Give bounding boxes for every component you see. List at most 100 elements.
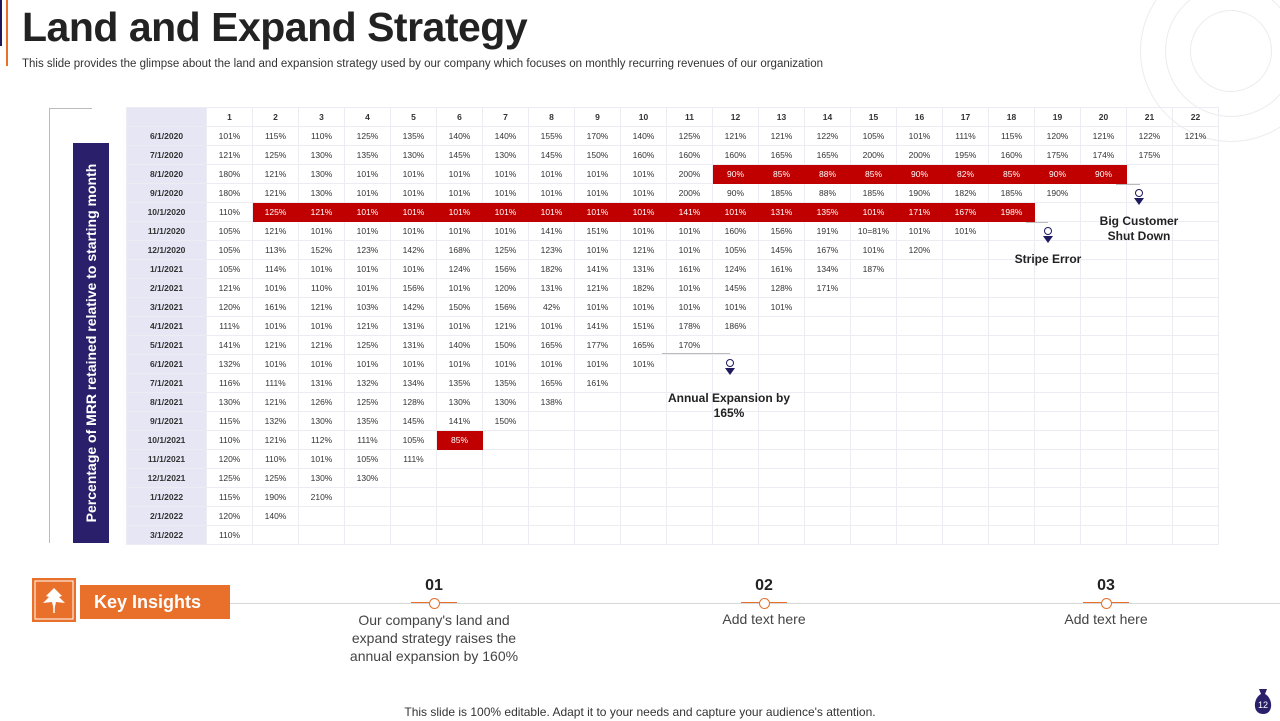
table-cell: 85% [850,164,897,184]
table-cell: 101% [436,183,483,203]
table-cell: 105% [344,449,391,469]
table-cell [712,468,759,488]
table-cell: 130% [482,145,529,165]
table-cell: 101% [574,354,621,374]
table-cell: 198% [988,202,1035,222]
table-cell: 140% [620,126,667,146]
table-cell: 185% [850,183,897,203]
table-cell [1126,430,1173,450]
table-cell: 125% [206,468,253,488]
table-cell [344,487,391,507]
table-cell [620,468,667,488]
table-cell: 161% [574,373,621,393]
table-cell [1080,335,1127,355]
column-header: 20 [1080,107,1127,127]
table-cell: 101% [436,221,483,241]
connector-line [1116,184,1140,185]
table-cell [712,354,759,374]
table-cell: 101% [390,164,437,184]
table-cell [1034,278,1081,298]
table-cell: 111% [206,316,253,336]
table-cell: 200% [896,145,943,165]
table-cell [942,373,989,393]
table-cell: 120% [1034,126,1081,146]
table-cell [1172,392,1219,412]
table-cell [804,506,851,526]
table-cell: 101% [850,202,897,222]
table-cell [390,487,437,507]
table-cell: 126% [298,392,345,412]
table-cell [1034,354,1081,374]
table-cell [1034,468,1081,488]
table-row: 8/1/2021 130% 121% 126% 125% 128% 130% 130% 138% [126,392,1219,412]
table-cell [850,468,897,488]
column-header: 15 [850,107,897,127]
table-cell: 130% [298,145,345,165]
table-cell: 121% [252,221,299,241]
table-cell [988,316,1035,336]
table-cell: 165% [528,335,575,355]
annotation-stripe-error: Stripe Error [1014,252,1082,266]
connector-line [662,353,730,354]
table-cell: 125% [252,468,299,488]
table-cell [758,373,805,393]
table-cell: 82% [942,164,989,184]
insight-dot [759,598,770,609]
table-cell [528,506,575,526]
table-cell [804,487,851,507]
table-cell [942,316,989,336]
table-cell [1080,506,1127,526]
table-cell: 160% [712,145,759,165]
table-cell: 101% [620,183,667,203]
table-cell: 160% [620,145,667,165]
table-cell [1172,259,1219,279]
table-cell: 101% [344,221,391,241]
table-cell [574,525,621,545]
table-cell: 151% [574,221,621,241]
table-cell: 180% [206,183,253,203]
table-cell: 90% [1034,164,1081,184]
column-header: 13 [758,107,805,127]
table-cell: 138% [528,392,575,412]
footer-note: This slide is 100% editable. Adapt it to… [404,705,876,719]
row-date: 5/1/2021 [126,335,207,355]
table-cell: 121% [252,164,299,184]
table-cell: 101% [574,202,621,222]
table-cell [1126,525,1173,545]
row-date: 4/1/2021 [126,316,207,336]
table-cell: 182% [942,183,989,203]
table-cell: 131% [390,335,437,355]
table-row: 5/1/2021 141% 121% 121% 125% 131% 140% 150% 165%… [126,335,1219,355]
insight-text: Our company's land and expand strategy r… [349,612,519,664]
leaf-icon [32,578,76,622]
table-cell [1126,164,1173,184]
table-cell: 121% [252,183,299,203]
table-row: 11/1/2021 120% 110% 101% 105% 111% [126,449,1219,469]
column-header: 19 [1034,107,1081,127]
table-cell: 101% [620,202,667,222]
table-cell [666,373,713,393]
table-cell: 140% [482,126,529,146]
table-row: 12/1/2021 125% 125% 130% 130% [126,468,1219,488]
table-cell: 122% [804,126,851,146]
table-cell: 101% [528,354,575,374]
money-bag-icon: 12 [1251,686,1275,716]
table-cell [1126,335,1173,355]
table-cell: 125% [666,126,713,146]
table-cell [850,449,897,469]
table-cell: 101% [666,221,713,241]
table-cell: 101% [298,449,345,469]
row-date: 9/1/2020 [126,183,207,203]
table-cell [574,430,621,450]
table-cell: 185% [758,183,805,203]
table-cell: 156% [482,297,529,317]
insight-number: 01 [425,577,443,594]
table-cell: 88% [804,164,851,184]
table-cell [528,411,575,431]
table-cell [1080,487,1127,507]
table-cell: 135% [436,373,483,393]
table-cell [988,430,1035,450]
table-cell: 101% [436,354,483,374]
table-cell [666,449,713,469]
table-cell [1172,487,1219,507]
